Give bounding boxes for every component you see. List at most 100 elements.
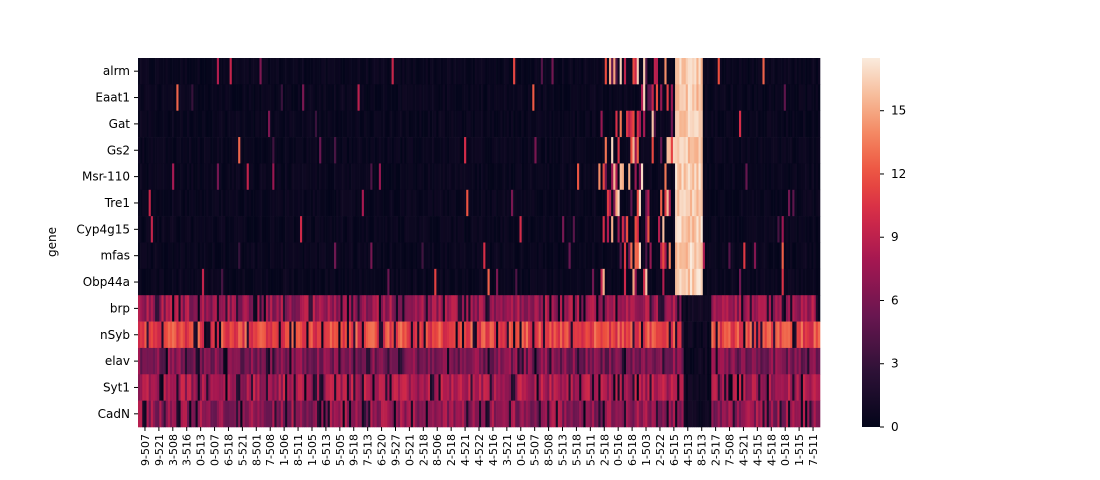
heatmap-cell (696, 137, 699, 164)
heatmap-cell (408, 347, 412, 375)
heatmap-cell (504, 216, 507, 243)
heatmap-cell (172, 268, 175, 296)
heatmap-cell (602, 84, 606, 112)
heatmap-cell (589, 268, 593, 296)
y-tick-label: nSyb (100, 328, 130, 342)
heatmap-cell (621, 110, 625, 138)
heatmap-cell (623, 242, 627, 270)
x-tick-label: 3-508 (167, 434, 180, 466)
heatmap-cell (726, 84, 729, 112)
heatmap-cell (470, 189, 473, 217)
heatmap-cell (538, 400, 542, 428)
heatmap-cell (481, 58, 484, 85)
heatmap-cell (540, 295, 544, 322)
heatmap-cell (802, 295, 806, 322)
heatmap-cell (163, 242, 166, 270)
heatmap-cell (229, 58, 233, 85)
heatmap-cell (513, 163, 516, 191)
heatmap-cell (726, 321, 729, 349)
heatmap-cell (525, 400, 529, 428)
heatmap-cell (427, 268, 431, 296)
heatmap-cell (741, 189, 744, 217)
heatmap-cell (272, 295, 275, 322)
x-tick-label: 3-521 (501, 434, 514, 466)
heatmap-cell (406, 374, 409, 401)
heatmap-cell (295, 110, 299, 138)
heatmap-cell (739, 84, 742, 112)
heatmap-cell (747, 268, 750, 296)
heatmap-cell (500, 268, 503, 296)
heatmap-cell (792, 216, 795, 243)
heatmap-cell (756, 84, 759, 112)
heatmap-cell (606, 58, 610, 85)
heatmap-cell (700, 400, 704, 428)
heatmap-cell (395, 321, 399, 349)
heatmap-cell (342, 295, 346, 322)
heatmap-cell (715, 58, 718, 85)
heatmap-cell (613, 58, 616, 85)
heatmap-cell (640, 321, 644, 349)
heatmap-cell (212, 374, 216, 401)
heatmap-cell (265, 110, 269, 138)
heatmap-cell (257, 242, 260, 270)
heatmap-cell (359, 163, 363, 191)
heatmap-cell (658, 216, 661, 243)
heatmap-cell (308, 189, 311, 217)
heatmap-cell (645, 321, 648, 349)
heatmap-cell (182, 137, 186, 164)
heatmap-cell (640, 137, 644, 164)
heatmap-cell (193, 242, 196, 270)
heatmap-cell (528, 110, 531, 138)
heatmap-cell (208, 374, 211, 401)
heatmap-cell (634, 58, 638, 85)
heatmap-cell (157, 163, 160, 191)
heatmap-cell (325, 137, 328, 164)
heatmap-cell (698, 216, 701, 243)
heatmap-cell (282, 347, 286, 375)
heatmap-cell (212, 216, 216, 243)
heatmap-cell (794, 242, 797, 270)
heatmap-cell (146, 84, 149, 112)
heatmap-cell (159, 84, 162, 112)
heatmap-cell (749, 216, 753, 243)
heatmap-cell (348, 295, 352, 322)
heatmap-cell (485, 216, 488, 243)
heatmap-cell (615, 137, 618, 164)
heatmap-cell (419, 374, 422, 401)
heatmap-cell (736, 84, 740, 112)
heatmap-cell (261, 268, 265, 296)
heatmap-cell (368, 163, 371, 191)
heatmap-cell (355, 374, 358, 401)
heatmap-cell (261, 110, 265, 138)
heatmap-cell (574, 216, 578, 243)
heatmap-cell (585, 84, 588, 112)
heatmap-cell (212, 137, 216, 164)
heatmap-cell (660, 347, 663, 375)
heatmap-cell (730, 110, 733, 138)
heatmap-cell (208, 295, 211, 322)
heatmap-cell (344, 137, 348, 164)
heatmap-cell (589, 347, 593, 375)
heatmap-cell (472, 84, 476, 112)
heatmap-cell (549, 242, 552, 270)
heatmap-cell (587, 58, 591, 85)
heatmap-cell (743, 295, 746, 322)
heatmap-cell (389, 268, 392, 296)
heatmap-cell (794, 216, 797, 243)
heatmap-cell (811, 321, 814, 349)
heatmap-cell (809, 216, 812, 243)
heatmap-cell (666, 163, 669, 191)
heatmap-cell (662, 216, 665, 243)
heatmap-cell (148, 347, 152, 375)
heatmap-cell (779, 347, 782, 375)
heatmap-cell (378, 189, 382, 217)
heatmap-cell (530, 84, 533, 112)
heatmap-cell (178, 347, 181, 375)
heatmap-cell (253, 347, 256, 375)
heatmap-cell (155, 58, 158, 85)
heatmap-cell (660, 242, 663, 270)
heatmap-cell (148, 137, 152, 164)
heatmap-cell (779, 110, 782, 138)
heatmap-cell (310, 163, 314, 191)
